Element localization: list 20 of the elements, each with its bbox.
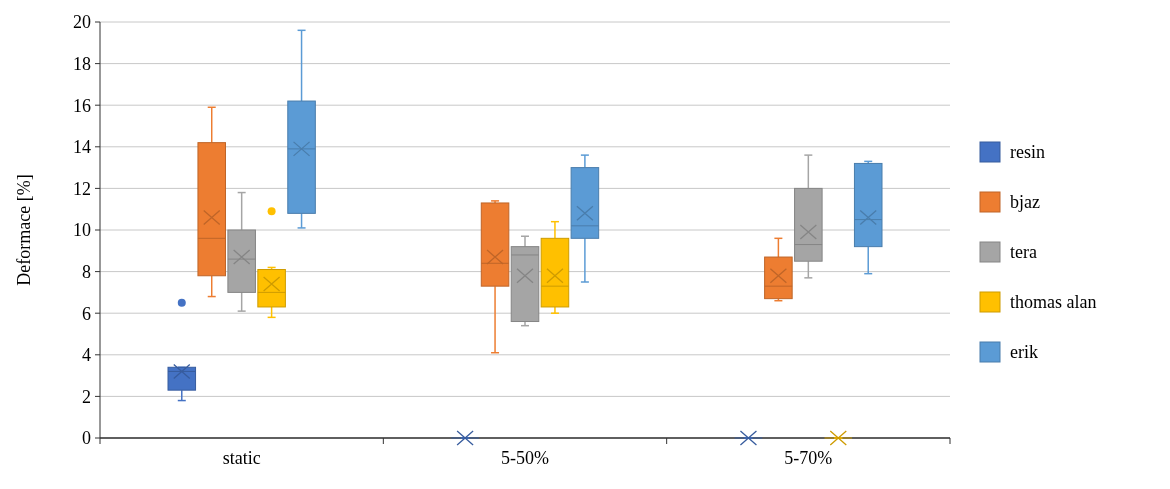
legend-label: resin bbox=[1010, 142, 1045, 163]
legend-label: thomas alan bbox=[1010, 292, 1097, 313]
x-tick-label: 5-70% bbox=[784, 448, 833, 468]
x-tick-label: 5-50% bbox=[501, 448, 549, 468]
y-tick-label: 12 bbox=[73, 178, 91, 199]
legend-label: tera bbox=[1010, 242, 1037, 263]
y-tick-label: 0 bbox=[82, 428, 91, 449]
y-axis-title: Deformace [%] bbox=[14, 174, 35, 286]
y-tick-label: 4 bbox=[82, 345, 91, 366]
y-tick-label: 14 bbox=[73, 137, 91, 158]
x-tick-label: static bbox=[222, 448, 261, 468]
legend-label: bjaz bbox=[1010, 192, 1040, 213]
y-tick-label: 10 bbox=[73, 220, 91, 241]
legend-label: erik bbox=[1010, 342, 1038, 363]
y-tick-label: 8 bbox=[82, 261, 91, 282]
y-tick-label: 6 bbox=[82, 303, 91, 324]
y-tick-label: 18 bbox=[73, 53, 91, 74]
y-tick-label: 2 bbox=[82, 386, 91, 407]
y-tick-label: 16 bbox=[73, 95, 91, 116]
y-tick-label: 20 bbox=[73, 12, 91, 33]
